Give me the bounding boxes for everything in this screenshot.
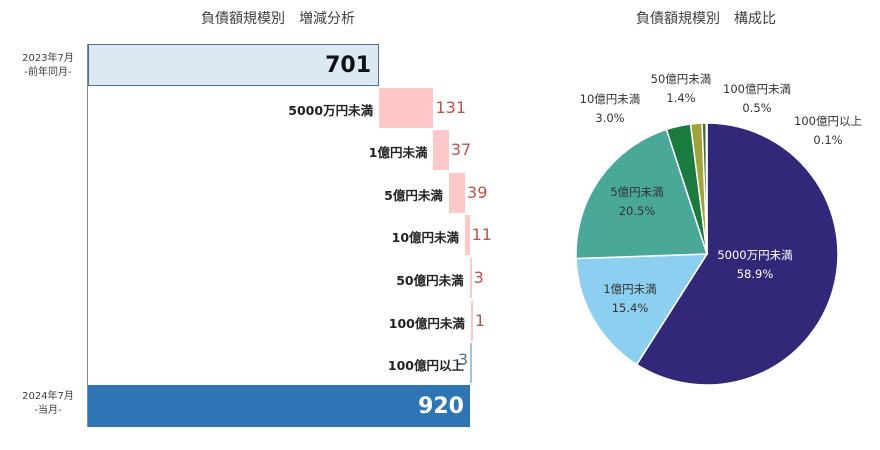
end-value-label: 920 [418,393,464,419]
step-value-label: -3 [452,350,468,370]
step-category-label: 100億円未満 [388,315,465,331]
step-category-label: 1億円未満 [368,145,428,161]
step-category-label: 5000万円未満 [288,102,374,118]
end-period-line2: -当月- [34,405,62,416]
pie-label-50oku-pct: 1.4% [666,91,696,105]
pie-label-5000man-name: 5000万円未満 [717,248,793,262]
pie-slice-1 [635,122,839,386]
pie-label-10oku-pct: 3.0% [595,111,625,125]
step-value-label: 39 [467,182,488,202]
pie-label-1oku-name: 1億円未満 [603,282,657,296]
pie-label-100oku-ijou-name: 100億円以上 [794,114,862,128]
pie-chart [575,122,839,386]
end-period-label: 2024年7月 -当月- [8,390,88,418]
pie-label-5oku: 5億円未満 20.5% [592,183,682,221]
pie-label-100oku-miman-name: 100億円未満 [723,82,791,96]
start-bar [88,44,380,86]
pie-title: 負債額規模別 構成比 [636,11,776,27]
pie-label-5000man-pct: 58.9% [736,267,774,281]
step-category-label: 5億円未満 [384,187,443,203]
step-bar-2 [433,130,449,171]
pie-label-1oku-pct: 15.4% [611,301,649,315]
step-category-label: 10億円未満 [391,230,460,246]
step-value-label: 131 [435,97,466,117]
pie-label-5oku-pct: 20.5% [618,204,656,218]
step-bar-7 [470,343,472,384]
start-period-line1: 2023年7月 [22,53,74,64]
step-value-label: 37 [450,140,472,160]
end-period-line1: 2024年7月 [22,391,74,402]
pie-slice-2 [575,253,709,366]
pie-label-10oku: 10億円未満 3.0% [566,90,654,128]
pie-label-100oku-miman: 100億円未満 0.5% [712,80,802,118]
pie-label-100oku-ijou: 100億円以上 0.1% [780,112,876,150]
pie-label-10oku-name: 10億円未満 [579,92,641,106]
pie-slice-3 [575,128,709,260]
step-bar-3 [448,172,465,213]
pie-slice-7 [705,122,708,255]
step-value-label: 3 [473,268,484,287]
pie-label-5000man: 5000万円未満 58.9% [700,246,810,284]
end-bar [88,384,470,427]
step-category-label: 100億円以上 [387,358,464,374]
waterfall-axis [87,44,88,427]
pie-label-1oku: 1億円未満 15.4% [585,280,675,318]
step-value-label: 1 [474,310,486,330]
pie-label-50oku: 50億円未満 1.4% [636,70,726,108]
pie-label-50oku-name: 50億円未満 [650,72,712,86]
step-bar-1 [379,87,434,128]
waterfall-chart: 2023年7月 -前年同月- 2024年7月 -当月- 701 920 5000… [8,44,492,427]
step-bar-5 [469,258,472,298]
step-bar-4 [465,215,470,256]
pie-label-100oku-miman-pct: 0.5% [742,101,772,115]
start-period-label: 2023年7月 -前年同月- [8,52,88,80]
step-bar-6 [470,300,473,341]
start-period-line2: -前年同月- [24,67,72,78]
start-value-label: 701 [325,53,372,78]
waterfall-title: 負債額規模別 増減分析 [201,11,355,27]
pie-label-5oku-name: 5億円未満 [610,185,664,199]
step-category-label: 50億円未満 [396,273,464,288]
pie-label-100oku-ijou-pct: 0.1% [813,133,843,147]
step-value-label: 11 [471,225,492,245]
